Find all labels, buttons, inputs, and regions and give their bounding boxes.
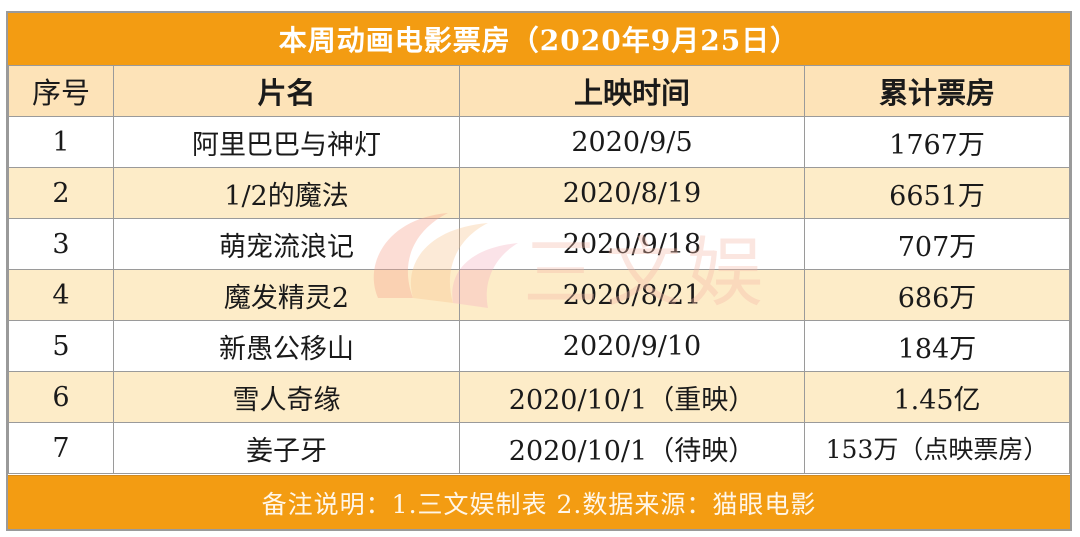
row-box-office: 6651万 [804, 167, 1070, 219]
table-row: 2 1/2的魔法 2020/8/19 6651万 [8, 167, 1070, 219]
row-release: 2020/9/10 [459, 320, 805, 372]
row-box-office: 707万 [804, 218, 1070, 270]
table-title: 本周动画电影票房（2020年9月25日） [8, 13, 1070, 66]
row-name: 姜子牙 [113, 422, 460, 474]
table-row: 6 雪人奇缘 2020/10/1（重映） 1.45亿 [8, 371, 1070, 423]
row-no: 5 [8, 320, 114, 372]
row-no: 7 [8, 422, 114, 474]
row-no: 4 [8, 269, 114, 321]
row-no: 3 [8, 218, 114, 270]
row-name: 阿里巴巴与神灯 [113, 116, 460, 168]
row-release: 2020/10/1（重映） [459, 371, 805, 423]
row-no: 1 [8, 116, 114, 168]
row-no: 2 [8, 167, 114, 219]
row-name: 新愚公移山 [113, 320, 460, 372]
row-no: 6 [8, 371, 114, 423]
row-name: 萌宠流浪记 [113, 218, 460, 270]
table-row: 4 魔发精灵2 2020/8/21 686万 [8, 269, 1070, 321]
row-box-office: 1.45亿 [804, 371, 1070, 423]
table-row: 5 新愚公移山 2020/9/10 184万 [8, 320, 1070, 372]
row-release: 2020/9/18 [459, 218, 805, 270]
row-name: 雪人奇缘 [113, 371, 460, 423]
header-name: 片名 [113, 65, 460, 117]
row-box-office: 686万 [804, 269, 1070, 321]
row-release: 2020/10/1（待映） [459, 422, 805, 474]
header-box-office: 累计票房 [804, 65, 1070, 117]
row-box-office: 153万（点映票房） [804, 422, 1070, 474]
row-release: 2020/8/19 [459, 167, 805, 219]
row-name: 魔发精灵2 [113, 269, 460, 321]
header-no: 序号 [8, 65, 114, 117]
header-release: 上映时间 [459, 65, 805, 117]
table-row: 7 姜子牙 2020/10/1（待映） 153万（点映票房） [8, 422, 1070, 474]
row-box-office: 1767万 [804, 116, 1070, 168]
box-office-table: 本周动画电影票房（2020年9月25日） 序号 片名 上映时间 累计票房 1 阿… [6, 11, 1072, 531]
data-grid: 序号 片名 上映时间 累计票房 1 阿里巴巴与神灯 2020/9/5 1767万… [8, 65, 1070, 474]
table-row: 3 萌宠流浪记 2020/9/18 707万 [8, 218, 1070, 270]
header-row: 序号 片名 上映时间 累计票房 [8, 65, 1070, 117]
table-row: 1 阿里巴巴与神灯 2020/9/5 1767万 [8, 116, 1070, 168]
row-release: 2020/9/5 [459, 116, 805, 168]
row-release: 2020/8/21 [459, 269, 805, 321]
row-name: 1/2的魔法 [113, 167, 460, 219]
table-footer-note: 备注说明：1.三文娱制表 2.数据来源：猫眼电影 [8, 475, 1070, 529]
row-box-office: 184万 [804, 320, 1070, 372]
